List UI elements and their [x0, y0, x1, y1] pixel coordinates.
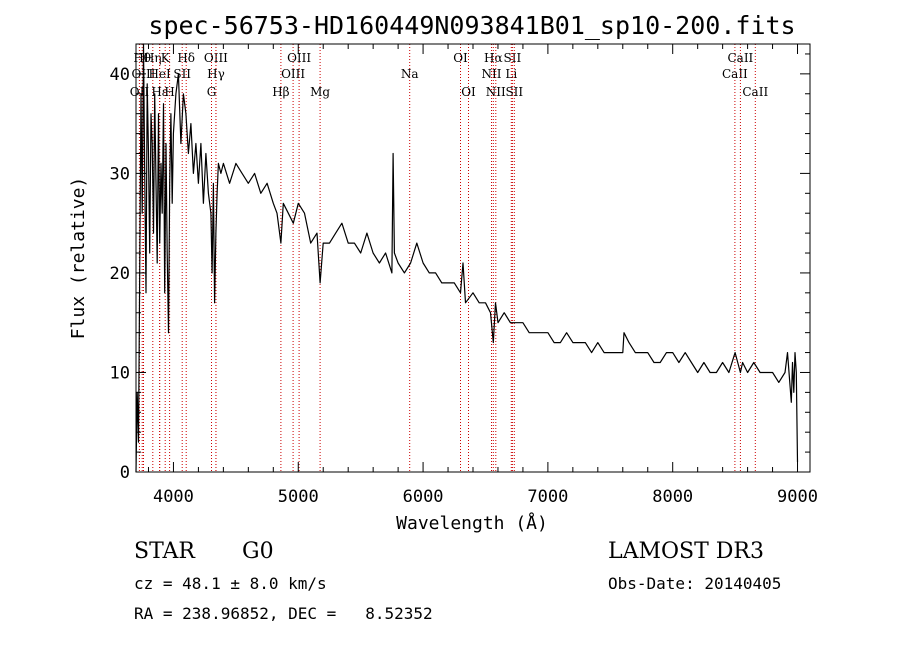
line-marker-label-1: Hθ [133, 51, 151, 65]
line-marker-label-20: NII [482, 67, 502, 81]
line-marker-label-9: Hδ [177, 51, 195, 65]
line-marker-label-12: Hγ [207, 67, 225, 81]
line-marker-label-11: OIII [204, 51, 228, 65]
line-marker-label-23: Li [505, 67, 517, 81]
x-tick-label-3: 7000 [527, 487, 568, 507]
y-tick-label-3: 30 [110, 164, 130, 184]
line-marker-label-13: Hβ [272, 85, 289, 99]
line-marker-label-14: OIII [281, 67, 305, 81]
line-marker-label-6: K [161, 51, 171, 65]
x-tick-label-2: 6000 [403, 487, 444, 507]
line-marker-label-25: SII [505, 85, 523, 99]
line-marker-label-5: Hε [151, 85, 168, 99]
plot-frame [135, 43, 811, 473]
line-marker-label-19: OI [461, 85, 476, 99]
line-marker-label-17: Na [401, 67, 419, 81]
survey-name: LAMOST DR3 [608, 539, 764, 564]
line-marker-label-24: SII [504, 51, 522, 65]
chart-title: spec-56753-HD160449N093841B01_sp10-200.f… [148, 11, 795, 40]
y-tick-label-0: 0 [120, 463, 130, 483]
line-marker-label-3: Hη [144, 51, 162, 65]
x-tick-label-5: 9000 [777, 487, 818, 507]
y-axis-label: Flux (relative) [68, 177, 89, 340]
x-axis-label: Wavelength (Å) [396, 512, 548, 534]
redshift-readout: cz = 48.1 ± 8.0 km/s [134, 574, 327, 593]
line-markers: OIIHθOIIIHηHeIHεKHSIIHδGOIIIHγHβOIIIOIII… [130, 44, 768, 472]
spectrum-plot [135, 43, 799, 473]
line-marker-label-7: H [164, 85, 174, 99]
line-marker-label-28: CaII [742, 85, 768, 99]
line-marker-label-18: OI [453, 51, 468, 65]
line-marker-label-21: Hα [484, 51, 503, 65]
line-marker-label-26: CaII [722, 67, 748, 81]
line-marker-label-27: CaII [727, 51, 753, 65]
line-marker-label-22: NII [486, 85, 506, 99]
object-class: STAR [134, 539, 195, 564]
y-tick-label-1: 10 [110, 363, 130, 383]
line-marker-label-8: SII [173, 67, 191, 81]
y-tick-label-4: 40 [110, 65, 130, 85]
y-axis-ticks: 0 10 20 30 40 [110, 53, 810, 483]
coordinates-readout: RA = 238.96852, DEC = 8.52352 [134, 604, 433, 623]
x-axis-ticks: 4000 5000 6000 7000 8000 9000 [147, 44, 818, 507]
obs-date: Obs-Date: 20140405 [608, 574, 782, 593]
line-marker-label-0: OII [130, 85, 150, 99]
x-tick-label-0: 4000 [153, 487, 194, 507]
x-tick-label-1: 5000 [278, 487, 319, 507]
line-marker-label-10: G [207, 85, 217, 99]
line-marker-label-15: OIII [287, 51, 311, 65]
subclass: G0 [242, 539, 274, 564]
spectrum-line-0 [135, 43, 799, 473]
line-marker-label-16: Mg [310, 85, 330, 99]
x-tick-label-4: 8000 [652, 487, 693, 507]
y-tick-label-2: 20 [110, 264, 130, 284]
